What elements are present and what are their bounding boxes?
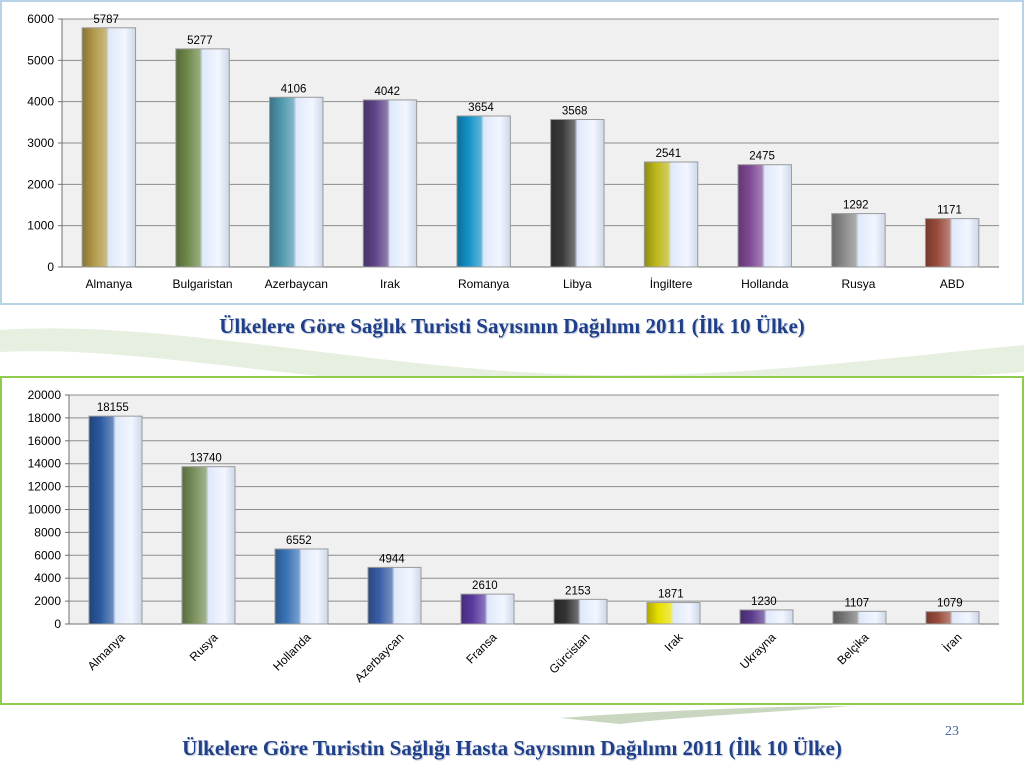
bar-Irak <box>646 602 701 625</box>
data-label: 2610 <box>472 580 498 592</box>
bar-Irak <box>362 99 418 268</box>
bar-Azerbaycan <box>367 566 422 625</box>
x-tick-label: Irak <box>380 277 401 291</box>
bar-Almanya <box>88 415 143 625</box>
x-tick-label: Belçika <box>834 630 871 667</box>
bar-ABD <box>924 218 980 268</box>
data-label: 6552 <box>286 535 312 547</box>
page-number: 23 <box>945 724 959 739</box>
x-tick-label: Almanya <box>86 277 133 291</box>
x-tick-label: Hollanda <box>270 630 314 674</box>
data-label: 1230 <box>751 596 777 608</box>
bottom-chart-panel: 0 2000 4000 6000 8000 10000 12000 14000 16000 180… <box>0 376 1024 705</box>
x-tick-label: Azerbaycan <box>352 630 407 685</box>
bar-Azerbaycan <box>269 96 324 268</box>
bar-Belçika <box>832 610 887 625</box>
bar-Fransa <box>460 593 515 625</box>
x-tick-label: Romanya <box>458 277 510 291</box>
y-tick-label: 0 <box>47 260 54 274</box>
data-label: 18155 <box>97 402 129 414</box>
x-tick-label: Fransa <box>463 630 500 667</box>
data-label: 2541 <box>656 148 682 160</box>
x-tick-label: Almanya <box>85 630 128 673</box>
bar-Rusya <box>181 466 236 625</box>
bar-Almanya <box>81 27 137 268</box>
y-tick-label: 20000 <box>28 388 62 402</box>
data-label: 13740 <box>190 453 222 465</box>
data-label: 2475 <box>749 151 775 163</box>
y-tick-label: 18000 <box>28 411 62 425</box>
x-tick-label: Hollanda <box>741 277 789 291</box>
x-tick-label: Rusya <box>187 630 221 664</box>
data-label: 1292 <box>843 200 869 212</box>
data-label: 5277 <box>187 35 213 47</box>
data-label: 4106 <box>281 83 307 95</box>
top-chart-panel: 0 1000 2000 3000 4000 5000 6000 5787 Almanya 5277… <box>0 0 1024 305</box>
y-tick-label: 4000 <box>27 95 54 109</box>
x-tick-label: ABD <box>940 277 965 291</box>
data-label: 2153 <box>565 585 591 597</box>
bottom-chart-title: Ülkelere Göre Turistin Sağlığı Hasta Say… <box>182 736 842 760</box>
y-tick-label: 4000 <box>34 571 61 585</box>
y-tick-label: 3000 <box>27 136 54 150</box>
x-tick-label: Rusya <box>841 277 875 291</box>
data-label: 1107 <box>844 597 869 609</box>
bar-Hollanda <box>274 548 329 625</box>
y-tick-label: 10000 <box>28 503 62 517</box>
y-tick-label: 12000 <box>28 480 62 494</box>
x-tick-label: Azerbaycan <box>265 277 328 291</box>
bar-Ukrayna <box>739 609 794 625</box>
y-tick-label: 0 <box>54 617 61 631</box>
bar-İngiltere <box>643 161 699 268</box>
y-tick-label: 5000 <box>27 53 54 67</box>
top-chart-title: Ülkelere Göre Sağlık Turisti Sayısının D… <box>219 314 805 338</box>
data-label: 5787 <box>93 14 119 26</box>
bottom-bar-chart: 0 2000 4000 6000 8000 10000 12000 14000 16000 180… <box>28 388 999 685</box>
data-label: 1171 <box>937 205 962 217</box>
x-tick-label: Gürcistan <box>546 630 592 676</box>
data-label: 1871 <box>658 589 684 601</box>
bar-Romanya <box>456 115 511 268</box>
y-tick-label: 6000 <box>27 12 54 26</box>
y-tick-label: 14000 <box>28 457 62 471</box>
data-label: 3568 <box>562 106 588 118</box>
data-label: 4944 <box>379 553 405 565</box>
y-tick-label: 2000 <box>34 594 61 608</box>
y-tick-label: 6000 <box>34 548 61 562</box>
bar-Libya <box>550 119 605 268</box>
data-label: 4042 <box>374 86 400 98</box>
bar-İran <box>925 611 980 625</box>
y-tick-label: 8000 <box>34 525 61 539</box>
bar-Rusya <box>831 213 886 268</box>
bar-Hollanda <box>737 164 792 268</box>
data-label: 3654 <box>468 102 494 114</box>
bar-Bulgaristan <box>175 48 230 268</box>
x-tick-label: Libya <box>563 277 592 291</box>
data-label: 1079 <box>937 598 963 610</box>
y-tick-label: 16000 <box>28 434 62 448</box>
x-tick-label: İran <box>940 630 965 655</box>
x-tick-label: İngiltere <box>650 277 693 291</box>
bar-Gürcistan <box>553 598 608 625</box>
top-bar-chart: 0 1000 2000 3000 4000 5000 6000 5787 Almanya 5277… <box>27 12 999 291</box>
y-tick-label: 1000 <box>27 219 54 233</box>
x-tick-label: Bulgaristan <box>173 277 233 291</box>
x-tick-label: Ukrayna <box>737 630 779 672</box>
y-tick-label: 2000 <box>27 177 54 191</box>
x-tick-label: Irak <box>662 630 687 655</box>
